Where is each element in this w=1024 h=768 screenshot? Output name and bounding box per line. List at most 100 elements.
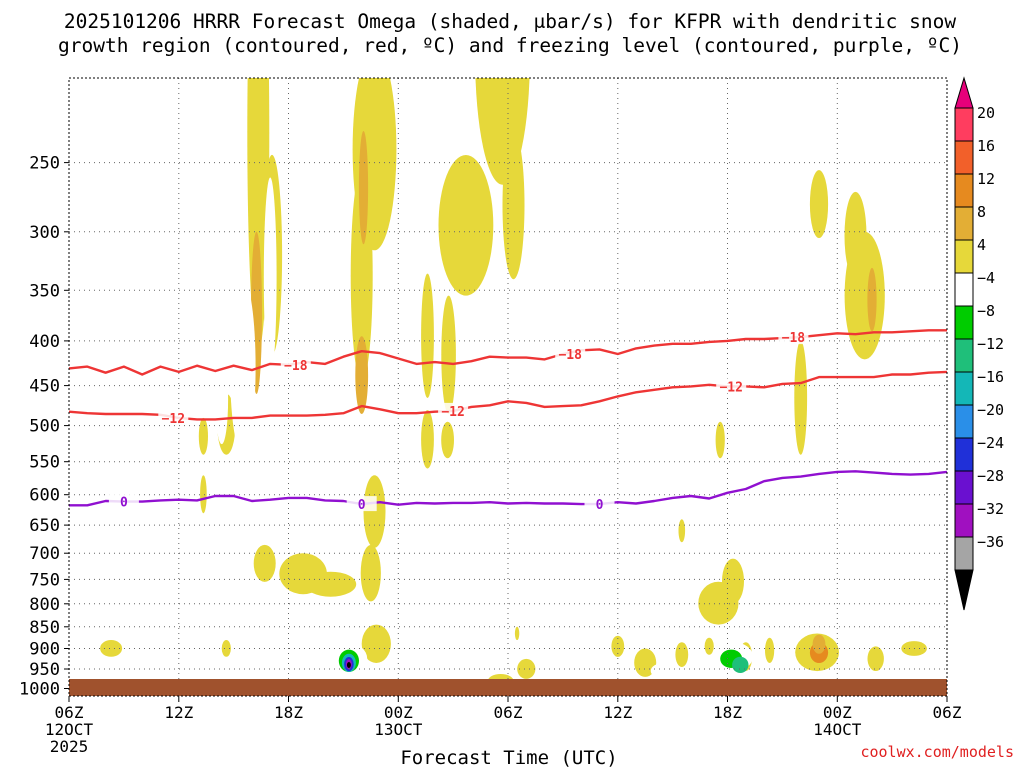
colorbar-top-triangle: [954, 76, 974, 109]
omega-down-blob-7: [585, 336, 599, 430]
x-tick-label-42-1: 14OCT: [813, 720, 862, 739]
contour-label-bg: [778, 329, 809, 345]
omega-down-blob-26: [783, 634, 789, 654]
colorbar-cell-0: [954, 107, 974, 142]
colorbar-cell-2: [954, 173, 974, 208]
omega-down-blob-8: [887, 78, 897, 115]
watermark: coolwx.com/models: [860, 743, 1014, 761]
colorbar-label-3: 8: [977, 203, 986, 221]
omega-up-blob-47: [867, 267, 877, 332]
y-tick-label-650: 650: [29, 516, 60, 536]
omega-up-blob-18: [305, 571, 357, 597]
omega-up-blob-29: [634, 648, 657, 677]
x-tick-label-12-0: 18Z: [274, 703, 303, 722]
gridlines: [69, 78, 947, 696]
omega-up-blob-21: [198, 417, 208, 455]
y-tick-label-550: 550: [29, 453, 60, 473]
omega-up-blob-23: [100, 640, 123, 657]
x-tick-label-24-0: 06Z: [494, 703, 523, 722]
colorbar-label-10: −24: [977, 434, 1004, 452]
x-tick-label-0-0: 06Z: [55, 703, 84, 722]
omega-up-blob-41: [794, 340, 808, 455]
y-tick-label-250: 250: [29, 154, 60, 174]
omega-up-blob-12: [441, 295, 456, 414]
colorbar-cell-6: [954, 305, 974, 340]
omega-up-blob-27: [514, 626, 520, 641]
omega-up-blob-10: [421, 273, 434, 398]
x-tick-label-18-0: 00Z: [384, 703, 413, 722]
colorbar-cell-10: [954, 437, 974, 472]
y-tick-label-450: 450: [29, 377, 60, 397]
omega-up-blob-28: [611, 635, 625, 657]
y-tick-label-700: 700: [29, 544, 60, 564]
x-tick-label-0-2: 2025: [50, 737, 89, 756]
omega-down-blob-4: [297, 433, 346, 501]
omega-down-blob-1: [215, 354, 229, 445]
colorbar-label-13: −36: [977, 533, 1004, 551]
y-tick-label-800: 800: [29, 595, 60, 615]
x-tick-label-6-0: 12Z: [164, 703, 193, 722]
colorbar-label-7: −12: [977, 335, 1004, 353]
colorbar-label-12: −32: [977, 500, 1004, 518]
contour--12C: [69, 370, 947, 421]
colorbar-label-4: 4: [977, 236, 986, 254]
omega-down-blob-21: [411, 643, 433, 662]
omega-up-blob-14: [363, 475, 386, 548]
y-tick-label-900: 900: [29, 640, 60, 660]
contour-label--12C-0: −12: [162, 412, 185, 427]
colorbar-label-1: 16: [977, 137, 995, 155]
title-line-1: 2025101206 HRRR Forecast Omega (shaded, …: [64, 10, 956, 33]
omega-up-blob-35: [765, 637, 775, 664]
contour-label--12C-1: −12: [441, 405, 464, 420]
contour-label--18C-1: −18: [558, 348, 582, 363]
omega-up-blob-19: [253, 544, 276, 582]
omega-up-blob-26: [517, 658, 536, 679]
omega-up-blob-4: [350, 170, 373, 382]
omega-up-blob-34: [704, 637, 714, 655]
colorbar-cell-13: [954, 536, 974, 571]
x-tick-label-18-1: 13OCT: [374, 720, 423, 739]
x-tick-label-48-0: 06Z: [933, 703, 962, 722]
omega-up-blob-38: [812, 634, 826, 654]
omega-up-blob-13: [441, 421, 454, 459]
y-tick-label-350: 350: [29, 281, 60, 301]
colorbar-label-2: 12: [977, 170, 995, 188]
contour-label-0C-1: 0: [358, 498, 366, 513]
plot-area: −18 −18 −18 −12 −12 −12 0 0 0: [69, 78, 947, 696]
omega-up-blob-22: [200, 475, 207, 514]
colorbar: 20 16 12 8 4 −4 −8 −12 −16 −20 −24 −28 −32 −36: [954, 76, 1004, 611]
colorbar-cell-3: [954, 206, 974, 241]
omega-down-blob-2: [263, 177, 277, 378]
contour--18C: [69, 329, 947, 376]
colorbar-bottom-triangle: [954, 569, 974, 611]
y-tick-label-300: 300: [29, 223, 60, 243]
omega-down-blob-11: [837, 601, 845, 621]
y-tick-label-850: 850: [29, 618, 60, 638]
temperature-contours: −18 −18 −18 −12 −12 −12 0 0 0: [69, 329, 947, 513]
y-tick-label-950: 950: [29, 660, 60, 680]
omega-up-blob-11: [421, 410, 434, 469]
colorbar-cell-4: [954, 239, 974, 274]
y-tick-label-500: 500: [29, 417, 60, 437]
omega-shading: [100, 78, 927, 688]
contour-label-bg: [108, 493, 139, 509]
omega-up-blob-46: [844, 191, 867, 280]
omega-up-blob-44: [809, 170, 829, 239]
omega-down-blob-6: [390, 333, 409, 416]
omega-down-blob-12: [133, 594, 152, 623]
x-tick-label-30-0: 12Z: [603, 703, 632, 722]
contour-label-bg: [280, 356, 311, 372]
omega-up-blob-32: [722, 558, 744, 604]
y-tick-label-1000: 1000: [19, 680, 60, 700]
colorbar-label-6: −8: [977, 302, 995, 320]
omega-up-blob-43: [678, 519, 686, 543]
omega-up-blob-30: [675, 642, 689, 667]
omega-down-blob-9: [868, 122, 873, 185]
omega-down-blob-22: [650, 663, 677, 679]
omega-up-blob-24: [221, 640, 231, 657]
y-tick-label-750: 750: [29, 570, 60, 590]
contour-label--18C-0: −18: [284, 359, 308, 374]
x-tick-label-0-1: 12OCT: [45, 720, 94, 739]
contour-label-bg: [555, 346, 586, 361]
